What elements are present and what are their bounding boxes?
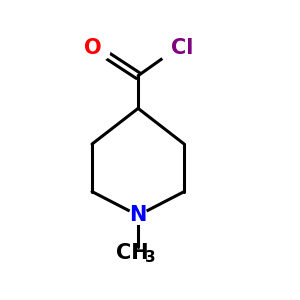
Text: 3: 3 <box>145 250 156 265</box>
Circle shape <box>160 37 187 64</box>
Circle shape <box>129 206 147 224</box>
Circle shape <box>89 40 110 61</box>
Text: N: N <box>129 206 147 225</box>
Text: O: O <box>84 38 102 58</box>
Text: Cl: Cl <box>171 38 193 58</box>
Text: CH: CH <box>116 243 149 263</box>
